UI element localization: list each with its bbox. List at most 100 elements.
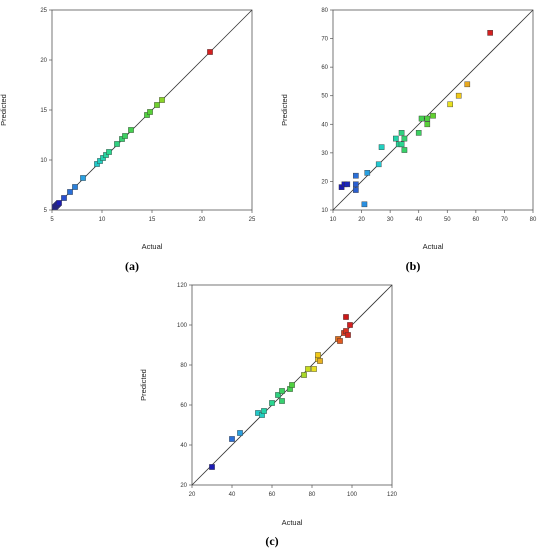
x-tick-label: 60 <box>473 217 480 223</box>
chart-panel-c: 20 40 60 80 100 120 20 40 60 80 100 120 Actual Predic… <box>139 283 398 548</box>
x-tick-label: 70 <box>501 217 508 223</box>
y-axis-label: Predicted <box>139 369 148 401</box>
y-axis-label: Predicted <box>280 94 289 126</box>
y-tick-label: 20 <box>180 483 187 489</box>
x-tick-label: 80 <box>309 492 316 498</box>
y-tick-label: 60 <box>180 403 187 409</box>
y-tick-label: 60 <box>321 65 328 71</box>
data-point <box>311 366 317 372</box>
data-point <box>144 112 150 118</box>
data-point <box>338 184 345 190</box>
y-tick-label: 80 <box>321 8 328 14</box>
data-point <box>207 49 213 55</box>
data-point <box>159 97 165 103</box>
y-tick-label: 40 <box>180 443 187 449</box>
data-point <box>393 135 399 142</box>
chart-panel-b: 10 20 30 40 50 60 70 80 10 20 30 40 50 60 70 80 Actual Pr… <box>280 8 537 273</box>
y-tick-label: 80 <box>180 363 187 369</box>
data-point <box>344 181 351 188</box>
x-axis-label: Actual <box>282 518 303 527</box>
data-point <box>345 332 351 338</box>
y-tick-label: 20 <box>40 58 47 64</box>
data-point <box>275 392 281 398</box>
x-axis-label: Actual <box>142 242 163 251</box>
data-point <box>147 109 153 115</box>
y-tick-label: 15 <box>40 108 47 114</box>
x-tick-label: 40 <box>415 217 422 223</box>
data-point <box>72 184 78 190</box>
data-point <box>61 195 67 201</box>
data-point <box>279 388 285 394</box>
y-axis-label: Predicted <box>0 94 8 126</box>
data-point <box>106 149 112 155</box>
plot-frame <box>332 9 534 211</box>
y-tick-label: 10 <box>321 208 328 214</box>
data-point <box>237 430 243 436</box>
data-point <box>301 372 307 378</box>
data-point <box>455 92 462 99</box>
x-tick-label: 40 <box>229 492 236 498</box>
y-tick-label: 40 <box>321 122 328 128</box>
data-point <box>97 158 103 164</box>
data-point <box>364 170 371 176</box>
data-point <box>305 366 311 372</box>
data-point <box>343 314 349 320</box>
y-tick-label: 20 <box>321 179 328 185</box>
x-tick-label: 50 <box>444 217 451 223</box>
x-tick-label: 100 <box>347 492 358 498</box>
y-tick-label: 70 <box>321 37 328 43</box>
data-point <box>487 30 493 36</box>
data-point <box>424 115 431 122</box>
data-point <box>100 155 106 161</box>
x-tick-label: 20 <box>189 492 196 498</box>
y-tick-label: 30 <box>321 151 328 157</box>
x-tick-label: 20 <box>199 217 206 223</box>
x-tick-label: 25 <box>249 217 256 223</box>
x-tick-label: 10 <box>330 217 337 223</box>
data-point <box>415 130 422 136</box>
data-point <box>80 175 86 181</box>
x-tick-label: 120 <box>387 492 398 498</box>
x-tick-label: 60 <box>269 492 276 498</box>
data-point <box>375 161 382 168</box>
data-point <box>279 398 285 404</box>
data-point <box>418 115 425 122</box>
data-point <box>353 187 359 193</box>
data-point <box>401 147 408 153</box>
x-tick-label: 20 <box>358 217 365 223</box>
plot-frame <box>191 284 393 486</box>
data-point <box>209 464 215 470</box>
data-point <box>361 201 368 208</box>
data-point <box>337 338 343 344</box>
data-point <box>261 408 267 414</box>
data-point <box>119 136 125 142</box>
reference-line <box>332 9 534 211</box>
data-point <box>229 436 235 442</box>
data-point <box>398 130 405 136</box>
data-point <box>347 322 353 328</box>
data-point <box>353 172 359 179</box>
data-point <box>315 352 321 358</box>
data-point <box>56 200 62 206</box>
data-point <box>94 161 100 167</box>
y-tick-label: 120 <box>177 283 188 289</box>
x-tick-label: 5 <box>50 217 54 223</box>
data-point <box>464 81 471 88</box>
panel-label: (a) <box>125 259 139 273</box>
panel-label: (b) <box>406 259 421 273</box>
y-tick-label: 25 <box>40 8 47 14</box>
data-point <box>424 121 431 128</box>
y-tick-label: 100 <box>177 323 188 329</box>
data-point <box>114 141 120 147</box>
x-tick-label: 80 <box>530 217 537 223</box>
data-point <box>353 181 359 188</box>
x-tick-label: 10 <box>99 217 106 223</box>
data-point <box>401 135 408 142</box>
data-point <box>122 133 128 139</box>
data-point <box>269 400 275 406</box>
data-point <box>154 102 160 108</box>
data-point <box>378 144 385 150</box>
data-point <box>289 382 295 388</box>
data-point <box>128 127 134 133</box>
